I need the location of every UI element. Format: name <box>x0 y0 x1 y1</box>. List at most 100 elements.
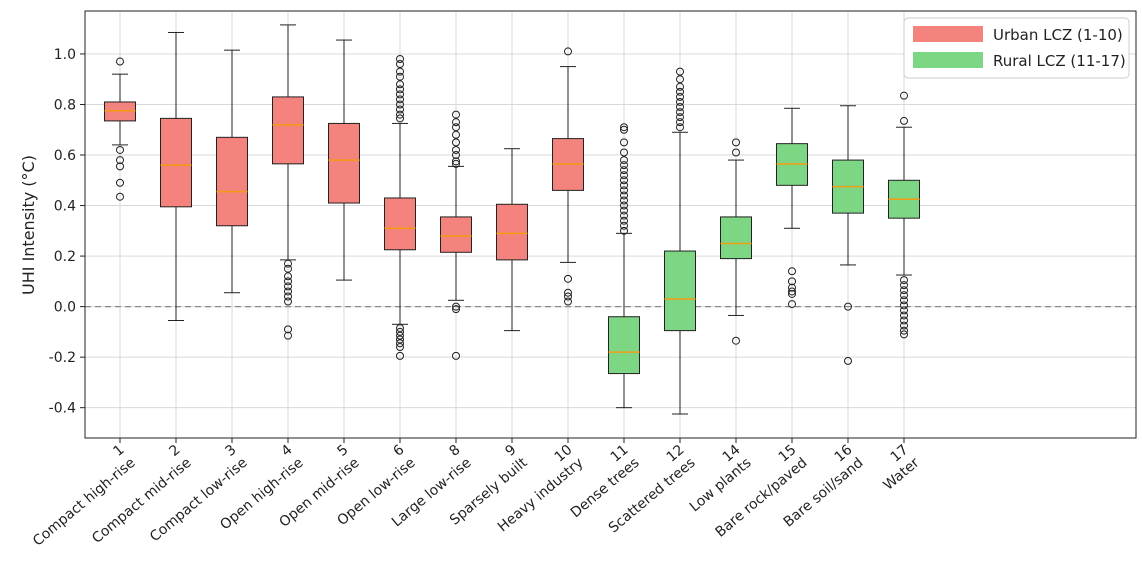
outlier-point <box>452 305 460 314</box>
outlier-point <box>452 145 460 154</box>
outlier-point <box>676 103 684 112</box>
iqr-box <box>216 136 248 227</box>
outlier-point <box>452 351 460 360</box>
outlier-point <box>844 302 852 311</box>
outlier-point <box>116 162 124 171</box>
outlier-point <box>900 316 908 325</box>
outlier-point <box>620 191 628 200</box>
outlier-point <box>788 267 796 276</box>
outlier-point <box>900 311 908 320</box>
x-tick-label: 1Compact high-rise <box>19 442 138 550</box>
outlier-point <box>396 335 404 344</box>
y-tick-label: 1.0 <box>54 47 76 63</box>
box-3 <box>216 49 248 294</box>
outlier-point <box>396 85 404 94</box>
outlier-point <box>676 113 684 122</box>
box-11 <box>608 123 640 409</box>
outlier-point <box>676 75 684 84</box>
outlier-point <box>564 292 572 301</box>
outlier-point <box>676 92 684 101</box>
outlier-point <box>284 297 292 306</box>
outlier-point <box>284 282 292 291</box>
outlier-point <box>284 272 292 281</box>
outlier-point <box>620 156 628 165</box>
x-tick-label: 17Water <box>870 442 923 494</box>
outlier-point <box>452 130 460 139</box>
outlier-point <box>620 138 628 147</box>
outlier-point <box>396 110 404 119</box>
outlier-point <box>396 90 404 99</box>
y-tick-label: 0.8 <box>54 97 76 113</box>
outlier-point <box>620 148 628 157</box>
outlier-point <box>676 108 684 117</box>
outlier-point <box>620 166 628 175</box>
outlier-point <box>732 336 740 345</box>
outlier-point <box>900 326 908 335</box>
outlier-point <box>452 151 460 160</box>
outlier-point <box>620 181 628 190</box>
outlier-point <box>116 145 124 154</box>
outlier-point <box>732 148 740 157</box>
outlier-point <box>396 114 404 123</box>
outlier-point <box>732 138 740 147</box>
outlier-point <box>676 82 684 91</box>
iqr-box <box>664 250 696 332</box>
outlier-point <box>116 192 124 201</box>
outlier-point <box>396 80 404 89</box>
box-series <box>104 24 920 415</box>
iqr-box <box>160 117 192 208</box>
legend-swatch-rural <box>913 52 983 68</box>
y-tick-label: 0.6 <box>54 148 76 164</box>
box-8 <box>440 110 472 360</box>
legend: Urban LCZ (1-10) Rural LCZ (11-17) <box>903 17 1130 79</box>
outlier-point <box>452 110 460 119</box>
outlier-point <box>676 118 684 127</box>
outlier-point <box>900 286 908 295</box>
outlier-point <box>620 176 628 185</box>
iqr-box <box>384 197 416 251</box>
outlier-point <box>396 331 404 340</box>
y-axis-label: UHI Intensity (°C) <box>19 155 38 295</box>
outlier-point <box>116 178 124 187</box>
legend-label-urban: Urban LCZ (1-10) <box>993 26 1123 44</box>
outlier-point <box>620 171 628 180</box>
outlier-point <box>396 351 404 360</box>
iqr-box <box>328 122 360 204</box>
outlier-point <box>788 277 796 286</box>
outlier-point <box>620 186 628 195</box>
outlier-point <box>676 123 684 132</box>
outlier-point <box>676 87 684 96</box>
x-tick-name: Bare rock/paved <box>713 455 811 541</box>
outlier-point <box>620 196 628 205</box>
outlier-point <box>284 292 292 301</box>
iqr-box <box>496 203 528 261</box>
box-17 <box>888 91 920 339</box>
outlier-point <box>564 288 572 297</box>
outlier-point <box>396 95 404 104</box>
outlier-point <box>396 105 404 114</box>
box-6 <box>384 55 416 360</box>
outlier-point <box>900 91 908 100</box>
iqr-box <box>608 316 640 375</box>
outlier-point <box>116 57 124 66</box>
box-14 <box>720 138 752 345</box>
outlier-point <box>396 55 404 64</box>
outlier-point <box>452 302 460 311</box>
iqr-box <box>272 96 304 165</box>
outlier-point <box>396 343 404 352</box>
plot-frame <box>84 10 1137 439</box>
outlier-point <box>900 330 908 339</box>
box-12 <box>664 67 696 415</box>
x-tick-name: Compact high-rise <box>30 455 139 550</box>
y-tick-label: 0.0 <box>54 300 76 316</box>
outlier-point <box>564 297 572 306</box>
outlier-point <box>620 125 628 134</box>
outlier-point <box>284 287 292 296</box>
outlier-point <box>900 301 908 310</box>
outlier-point <box>284 277 292 286</box>
outlier-point <box>396 60 404 69</box>
outlier-point <box>676 67 684 76</box>
outlier-point <box>284 331 292 340</box>
x-tick-name: Compact mid-rise <box>89 455 194 547</box>
